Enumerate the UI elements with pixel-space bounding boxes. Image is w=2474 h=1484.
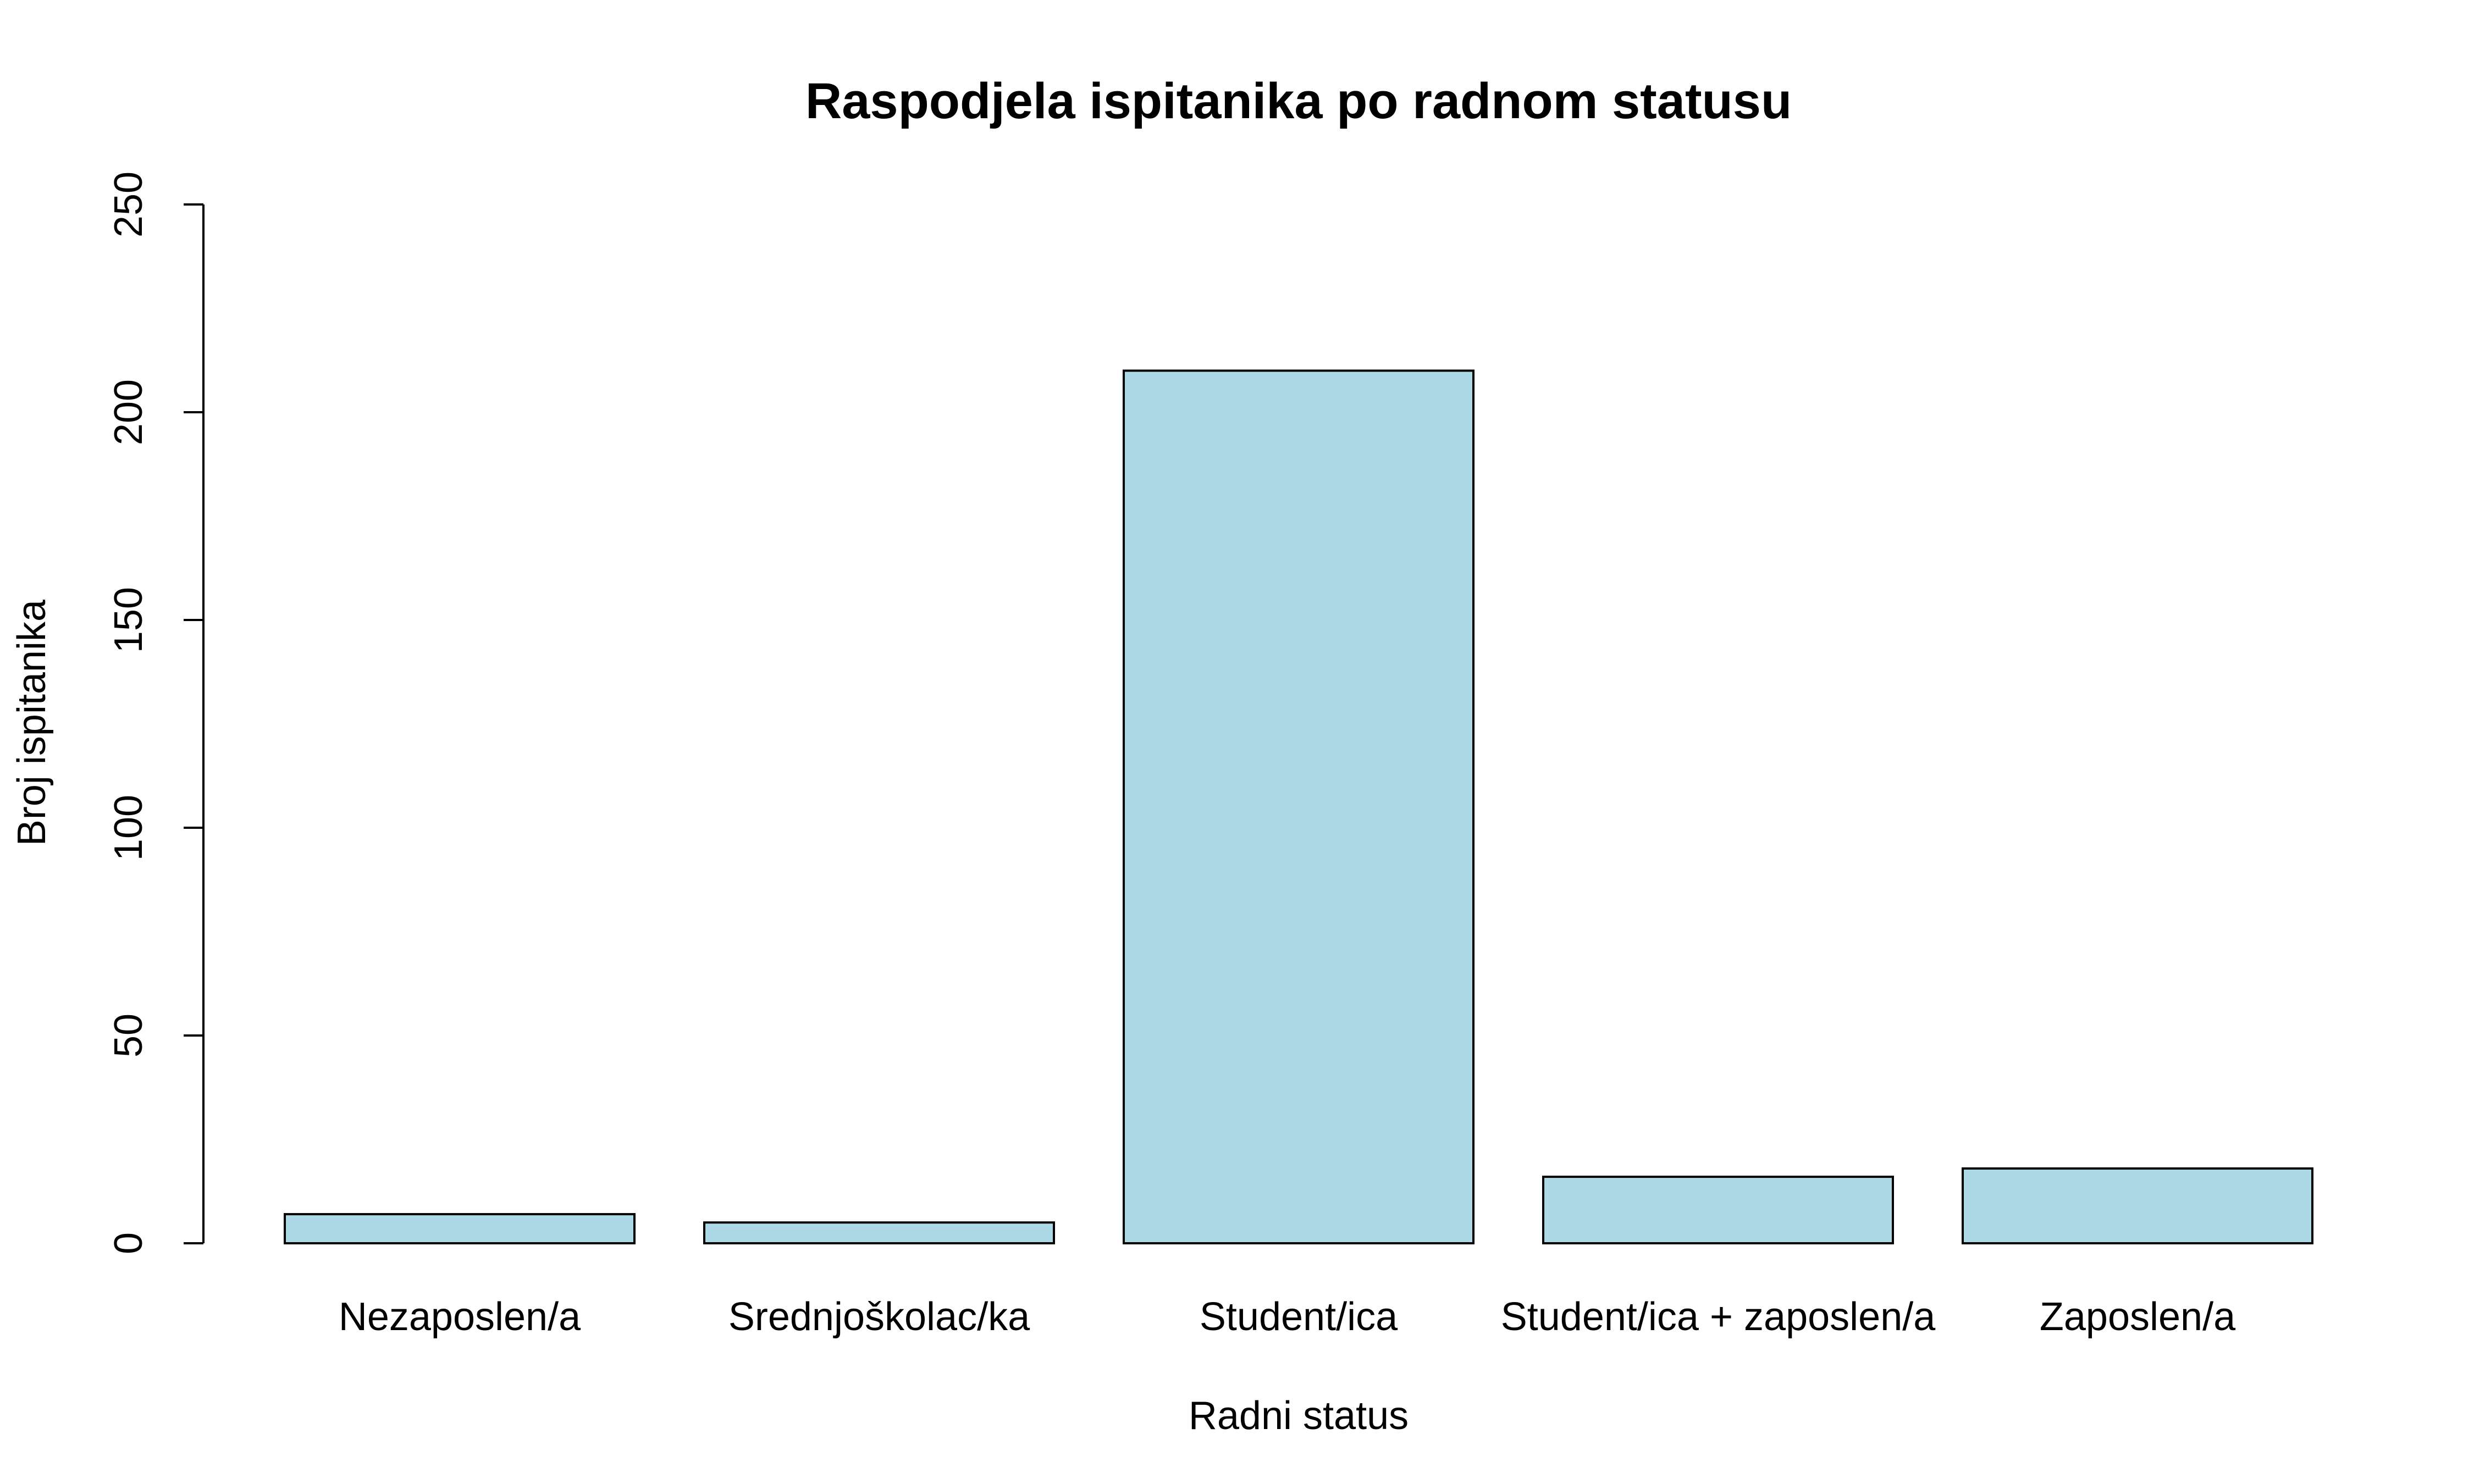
y-tick-label: 50: [107, 1014, 151, 1057]
x-tick-label: Nezaposlen/a: [339, 1295, 581, 1339]
y-axis-label: Broj ispitanika: [10, 599, 54, 846]
bar: [284, 1213, 636, 1245]
y-tick-label: 200: [107, 379, 151, 445]
chart-title: Raspodjela ispitanika po radnom statusu: [805, 73, 1792, 129]
x-tick-label: Zaposlen/a: [2040, 1295, 2236, 1339]
x-tick-label: Student/ica + zaposlen/a: [1501, 1295, 1936, 1339]
y-tick-label: 150: [107, 587, 151, 653]
bar: [1123, 369, 1475, 1244]
x-tick-label: Srednjoškolac/ka: [728, 1295, 1030, 1339]
y-tick-label: 100: [107, 795, 151, 861]
x-axis-label: Radni status: [1189, 1394, 1409, 1438]
x-tick-labels: Nezaposlen/a Srednjoškolac/ka Student/ica S…: [339, 1295, 2236, 1339]
bar: [703, 1221, 1055, 1244]
bars: [284, 369, 2313, 1245]
y-tick-label: 0: [107, 1232, 151, 1254]
bar: [1962, 1167, 2313, 1244]
x-tick-label: Student/ica: [1200, 1295, 1398, 1339]
bar: [1542, 1176, 1894, 1245]
y-axis: 0 50 100 150 200 250: [107, 171, 205, 1254]
y-tick-label: 250: [107, 171, 151, 237]
